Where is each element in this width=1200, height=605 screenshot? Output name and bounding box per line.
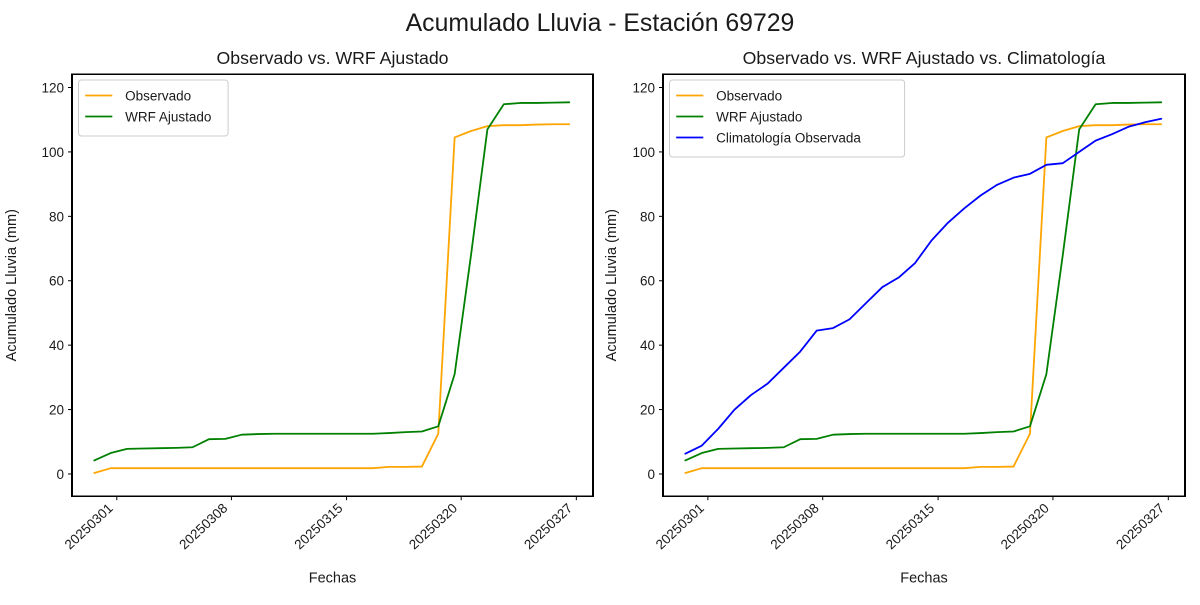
svg-text:0: 0 bbox=[647, 467, 655, 482]
svg-text:100: 100 bbox=[41, 145, 64, 160]
svg-text:20: 20 bbox=[640, 403, 655, 418]
svg-text:120: 120 bbox=[632, 81, 655, 96]
svg-text:80: 80 bbox=[640, 209, 655, 224]
svg-text:80: 80 bbox=[49, 209, 64, 224]
svg-text:60: 60 bbox=[49, 274, 64, 289]
svg-text:Observado: Observado bbox=[125, 89, 191, 104]
svg-text:0: 0 bbox=[56, 467, 64, 482]
svg-text:Acumulado Lluvia (mm): Acumulado Lluvia (mm) bbox=[4, 209, 20, 361]
svg-text:Observado: Observado bbox=[716, 89, 782, 104]
svg-text:WRF Ajustado: WRF Ajustado bbox=[125, 110, 211, 125]
svg-text:Climatología Observada: Climatología Observada bbox=[716, 131, 861, 146]
svg-text:40: 40 bbox=[49, 338, 64, 353]
svg-text:40: 40 bbox=[640, 338, 655, 353]
svg-text:Observado vs. WRF Ajustado: Observado vs. WRF Ajustado bbox=[217, 48, 449, 68]
svg-text:60: 60 bbox=[640, 274, 655, 289]
svg-text:Acumulado Lluvia (mm): Acumulado Lluvia (mm) bbox=[604, 209, 620, 361]
svg-text:100: 100 bbox=[632, 145, 655, 160]
svg-text:20: 20 bbox=[49, 403, 64, 418]
svg-text:120: 120 bbox=[41, 81, 64, 96]
svg-text:Fechas: Fechas bbox=[900, 571, 948, 587]
svg-text:Fechas: Fechas bbox=[309, 571, 357, 587]
svg-text:WRF Ajustado: WRF Ajustado bbox=[716, 110, 802, 125]
svg-text:Observado vs. WRF Ajustado vs.: Observado vs. WRF Ajustado vs. Climatolo… bbox=[743, 48, 1106, 68]
